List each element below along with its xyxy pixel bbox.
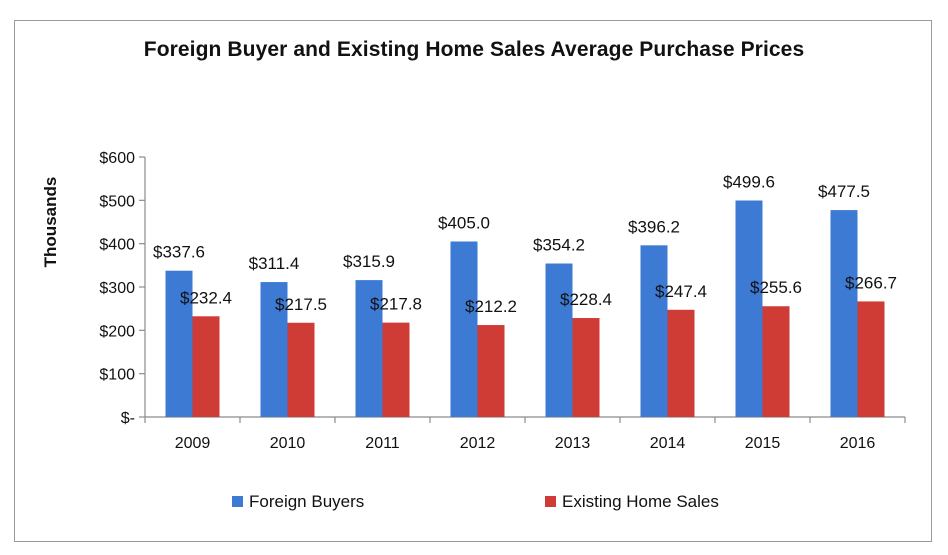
bar-existing-home-sales [667,309,695,417]
y-axis: $- $100 $200 $300 $400 $500 $600 [99,150,146,427]
legend-item-existing-home-sales: Existing Home Sales [545,492,719,511]
x-tick-label: 2014 [650,435,686,452]
data-label-existing-home-sales: $255.6 [750,278,802,297]
x-tick-label: 2011 [365,435,400,452]
bar-existing-home-sales [382,322,410,417]
y-tick-label: $300 [99,280,135,297]
legend-swatch [232,496,243,507]
legend-item-foreign-buyers: Foreign Buyers [232,492,364,511]
data-label-existing-home-sales: $266.7 [845,273,897,292]
bar-existing-home-sales [857,301,885,417]
bar-existing-home-sales [572,318,600,417]
bar-foreign-buyers [355,280,383,417]
bar-existing-home-sales [762,306,790,417]
data-label-existing-home-sales: $247.4 [655,282,707,301]
bar-foreign-buyers [735,200,763,417]
bar-foreign-buyers [450,241,478,417]
legend: Foreign Buyers Existing Home Sales [232,492,719,511]
y-tick-label: $100 [99,367,135,384]
x-tick-label: 2013 [555,435,591,452]
data-label-existing-home-sales: $228.4 [560,290,612,309]
data-label-foreign-buyers: $311.4 [249,254,300,273]
legend-label: Foreign Buyers [249,492,364,511]
bar-foreign-buyers [640,245,668,417]
data-label-foreign-buyers: $315.9 [343,252,395,271]
data-label-existing-home-sales: $232.4 [180,288,232,307]
chart-title: Foreign Buyer and Existing Home Sales Av… [143,38,805,61]
data-label-foreign-buyers: $337.6 [153,243,205,262]
x-tick-label: 2010 [270,435,306,452]
data-labels: $337.6 $232.4 $311.4 $217.5 $315.9 $217.8 $405… [153,173,897,317]
x-tick-label: 2016 [840,435,876,452]
x-axis: 2009 2010 2011 2012 2013 2014 2015 2016 [144,416,906,452]
legend-label: Existing Home Sales [562,492,719,511]
data-label-foreign-buyers: $354.2 [533,236,585,255]
data-label-foreign-buyers: $477.5 [818,182,870,201]
bar-foreign-buyers [165,270,193,417]
data-label-foreign-buyers: $405.0 [438,214,490,233]
x-tick-label: 2015 [745,435,781,452]
y-tick-label: $400 [99,237,135,254]
bar-existing-home-sales [192,316,220,417]
x-tick-label: 2009 [175,435,211,452]
data-label-existing-home-sales: $212.2 [465,297,517,316]
y-axis-title: Thousands [41,177,60,268]
y-tick-label: $600 [99,150,135,167]
bar-existing-home-sales [477,325,505,417]
x-tick-label: 2012 [460,435,496,452]
bar-foreign-buyers [830,210,858,417]
data-label-foreign-buyers: $499.6 [723,173,775,192]
data-label-existing-home-sales: $217.5 [275,295,327,314]
bar-foreign-buyers [260,282,288,417]
legend-swatch [545,496,556,507]
y-tick-label: $200 [99,323,135,340]
bars [165,200,885,417]
bar-existing-home-sales [287,322,315,417]
y-tick-label: $- [121,410,135,427]
bar-foreign-buyers [545,263,573,417]
data-label-existing-home-sales: $217.8 [370,295,422,314]
data-label-foreign-buyers: $396.2 [628,217,680,236]
y-tick-label: $500 [99,193,135,210]
